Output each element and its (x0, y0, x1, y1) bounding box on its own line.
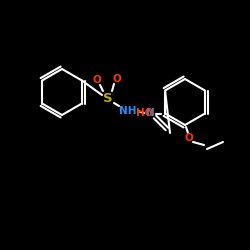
Text: NH: NH (119, 106, 137, 116)
Text: HO: HO (136, 108, 154, 118)
Text: O: O (92, 75, 102, 85)
Text: N: N (146, 108, 154, 118)
Text: O: O (184, 133, 194, 143)
Text: O: O (112, 74, 122, 84)
Text: S: S (103, 92, 113, 104)
